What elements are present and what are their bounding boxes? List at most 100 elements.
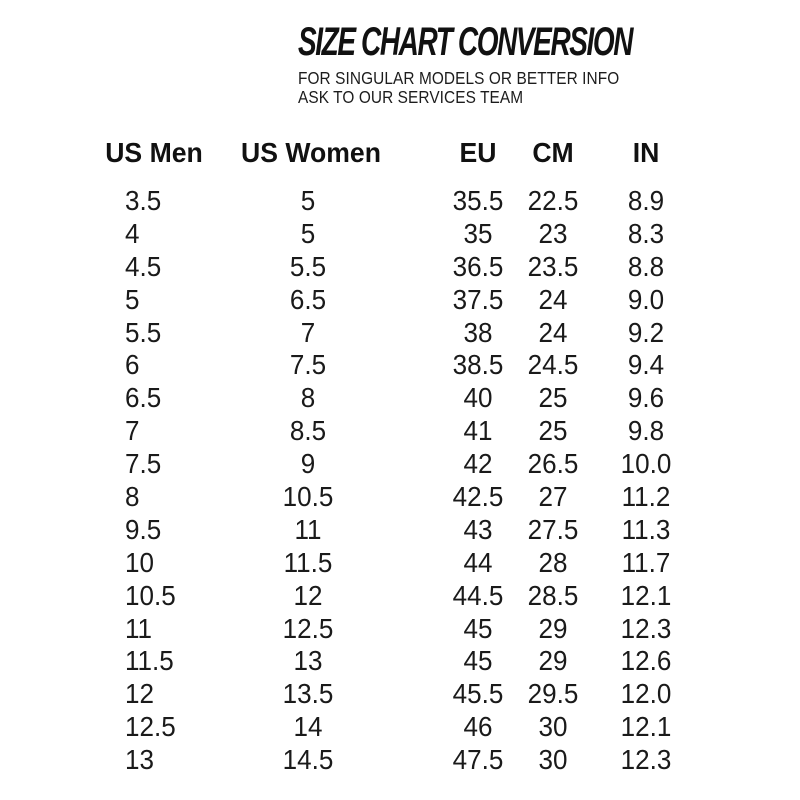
cell-us-women: 14.5 (282, 744, 334, 776)
table-row: 6 7.5 38.5 24.5 9.4 (0, 349, 800, 382)
table-row: 13 14.5 47.5 30 12.3 (0, 744, 800, 777)
subtitle-line-2: ASK TO OUR SERVICES TEAM (298, 86, 524, 107)
cell-in: 9.0 (627, 283, 665, 315)
cell-in: 12.3 (620, 744, 672, 776)
cell-us-women: 11 (294, 513, 322, 545)
cell-us-women: 14 (293, 711, 323, 743)
table-header-row: US Men US Women EU CM IN (0, 133, 800, 173)
cell-cm: 23.5 (527, 250, 579, 282)
cell-us-women: 6.5 (289, 283, 327, 315)
cell-in: 11.2 (621, 481, 671, 513)
cell-us-men: 12.5 (125, 711, 176, 743)
cell-us-men: 11 (125, 612, 153, 644)
cell-us-women: 5.5 (289, 250, 327, 282)
cell-us-women: 7 (300, 316, 316, 348)
cell-cm: 29 (538, 645, 568, 677)
cell-us-women: 5 (300, 185, 316, 216)
cell-cm: 24 (538, 316, 568, 348)
cell-eu: 38 (463, 316, 493, 348)
table-row: 11.5 13 45 29 12.6 (0, 645, 800, 678)
cell-cm: 26.5 (527, 448, 579, 480)
cell-cm: 23 (538, 217, 568, 249)
cell-cm: 27 (538, 481, 568, 513)
cell-cm: 29.5 (527, 678, 579, 710)
cell-eu: 35.5 (452, 185, 504, 216)
cell-us-women: 12 (293, 579, 323, 611)
cell-us-men: 13 (125, 744, 154, 776)
cell-in: 12.3 (620, 612, 672, 644)
cell-in: 11.3 (621, 513, 671, 545)
cell-cm: 27.5 (527, 513, 579, 545)
table-row: 6.5 8 40 25 9.6 (0, 382, 800, 415)
cell-cm: 29 (538, 612, 568, 644)
cell-us-men: 3.5 (125, 185, 162, 216)
column-header-us-men: US Men (105, 137, 203, 168)
cell-eu: 42.5 (452, 481, 504, 513)
table-row: 10.5 12 44.5 28.5 12.1 (0, 580, 800, 613)
table-row: 5 6.5 37.5 24 9.0 (0, 284, 800, 317)
cell-eu: 45.5 (452, 678, 504, 710)
subtitle: FOR SINGULAR MODELS OR BETTER INFO ASK T… (298, 69, 775, 106)
cell-cm: 28.5 (527, 579, 579, 611)
cell-us-men: 5.5 (125, 316, 162, 348)
cell-us-women: 11.5 (283, 546, 333, 578)
table-row: 3.5 5 35.5 22.5 8.9 (0, 185, 800, 218)
page-title: SIZE CHART CONVERSION (298, 20, 634, 64)
cell-cm: 30 (538, 711, 568, 743)
cell-eu: 41 (463, 415, 493, 447)
cell-us-women: 10.5 (282, 481, 334, 513)
table-row: 11 12.5 45 29 12.3 (0, 613, 800, 646)
cell-cm: 24.5 (527, 349, 579, 381)
cell-in: 9.6 (627, 382, 665, 414)
cell-eu: 35 (463, 217, 493, 249)
cell-in: 12.1 (620, 711, 672, 743)
cell-us-women: 9 (300, 448, 316, 480)
cell-us-women: 5 (300, 217, 316, 249)
cell-us-women: 7.5 (289, 349, 327, 381)
cell-in: 8.3 (627, 217, 665, 249)
column-header-in: IN (632, 137, 660, 168)
cell-us-men: 10 (125, 546, 154, 578)
cell-eu: 47.5 (452, 744, 504, 776)
cell-eu: 38.5 (452, 349, 504, 381)
cell-us-men: 5 (125, 283, 140, 315)
cell-in: 9.8 (627, 415, 665, 447)
cell-eu: 36.5 (452, 250, 504, 282)
cell-us-women: 8.5 (289, 415, 327, 447)
cell-cm: 25 (538, 382, 568, 414)
cell-eu: 40 (463, 382, 493, 414)
header-block: SIZE CHART CONVERSION FOR SINGULAR MODEL… (298, 22, 775, 106)
cell-in: 8.8 (627, 250, 665, 282)
table-rows: 3.5 5 35.5 22.5 8.9 4 5 35 23 8.3 4.5 5.… (0, 185, 800, 777)
column-header-cm: CM (532, 137, 574, 168)
cell-in: 12.1 (620, 579, 672, 611)
cell-us-women: 13 (293, 645, 323, 677)
cell-in: 8.9 (627, 185, 665, 216)
cell-in: 12.0 (620, 678, 672, 710)
cell-eu: 37.5 (452, 283, 504, 315)
table-row: 4.5 5.5 36.5 23.5 8.8 (0, 251, 800, 284)
subtitle-line-1: FOR SINGULAR MODELS OR BETTER INFO (298, 68, 620, 88)
cell-us-men: 8 (125, 481, 140, 513)
cell-in: 12.6 (620, 645, 672, 677)
table-row: 10 11.5 44 28 11.7 (0, 547, 800, 580)
cell-in: 9.4 (627, 349, 665, 381)
table-row: 7.5 9 42 26.5 10.0 (0, 448, 800, 481)
cell-eu: 46 (463, 711, 493, 743)
cell-cm: 22.5 (527, 185, 579, 216)
cell-in: 10.0 (620, 448, 672, 480)
cell-us-women: 8 (300, 382, 316, 414)
cell-cm: 30 (538, 744, 568, 776)
cell-in: 9.2 (627, 316, 665, 348)
table-row: 5.5 7 38 24 9.2 (0, 317, 800, 350)
cell-eu: 44 (463, 546, 493, 578)
cell-us-men: 7 (125, 415, 140, 447)
cell-us-men: 9.5 (125, 513, 162, 545)
table-row: 8 10.5 42.5 27 11.2 (0, 481, 800, 514)
cell-cm: 25 (538, 415, 568, 447)
cell-us-men: 10.5 (125, 579, 176, 611)
cell-us-men: 12 (125, 678, 154, 710)
cell-us-women: 13.5 (282, 678, 334, 710)
cell-us-men: 6 (125, 349, 140, 381)
